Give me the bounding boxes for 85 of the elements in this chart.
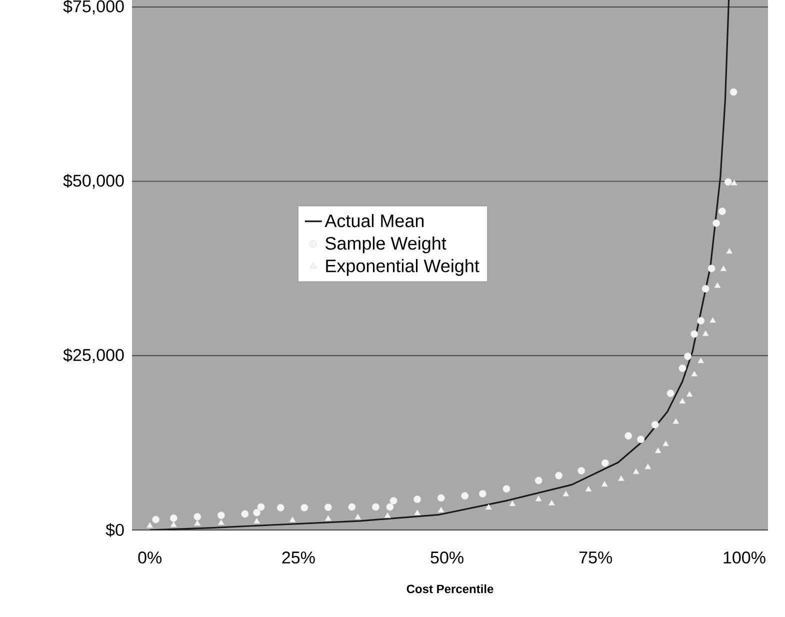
y-tick-label: $0	[106, 523, 124, 537]
point	[690, 330, 698, 338]
point	[390, 496, 398, 504]
point	[709, 317, 716, 323]
point	[534, 476, 542, 484]
x-tick-label: 0%	[138, 552, 162, 564]
point	[554, 472, 563, 480]
point	[485, 504, 492, 510]
point	[257, 503, 265, 511]
point	[698, 357, 704, 364]
legend-label: Actual Mean	[324, 214, 424, 228]
line-series	[149, 0, 730, 530]
point	[253, 508, 261, 516]
point	[697, 317, 705, 325]
point	[414, 496, 422, 504]
point	[585, 486, 592, 492]
legend-label: Exponential Weight	[326, 259, 480, 276]
point	[170, 514, 178, 522]
point	[354, 514, 362, 520]
point	[194, 520, 201, 526]
point	[146, 522, 154, 528]
point	[624, 432, 632, 440]
point	[548, 500, 555, 506]
x-tick-label: 100%	[724, 552, 766, 564]
point	[679, 398, 686, 404]
point	[254, 518, 260, 524]
point	[654, 447, 662, 454]
point	[170, 521, 177, 528]
point	[194, 512, 202, 521]
point	[718, 208, 726, 216]
x-tick-label: 25%	[282, 552, 315, 564]
point	[218, 519, 224, 526]
point	[724, 178, 732, 186]
point	[217, 512, 225, 520]
point	[562, 490, 570, 496]
point	[632, 468, 640, 474]
point	[386, 503, 394, 511]
point	[509, 500, 516, 506]
point	[300, 504, 308, 512]
point	[678, 364, 686, 372]
y-tick-label: $25,000	[63, 348, 124, 364]
point	[726, 248, 733, 254]
x-axis-title: Cost Percentile	[406, 584, 494, 594]
point	[662, 440, 670, 446]
point	[601, 459, 609, 467]
point	[461, 492, 469, 500]
point	[702, 330, 709, 336]
point	[702, 284, 710, 292]
point	[372, 503, 380, 511]
point	[712, 219, 720, 227]
point	[708, 264, 716, 272]
point	[384, 512, 391, 518]
point	[691, 370, 698, 376]
point	[644, 463, 652, 470]
point	[637, 436, 645, 444]
point	[437, 494, 445, 502]
point	[348, 503, 356, 511]
point	[502, 485, 510, 493]
point	[686, 390, 693, 397]
point	[324, 515, 332, 521]
point	[601, 480, 608, 487]
point	[276, 504, 284, 512]
point	[289, 516, 296, 522]
point	[672, 418, 680, 424]
point	[152, 516, 160, 524]
point	[324, 504, 332, 512]
point	[651, 420, 659, 428]
point	[535, 496, 542, 502]
point	[241, 510, 249, 518]
point	[730, 180, 738, 186]
x-tick-label: 75%	[579, 552, 612, 564]
x-tick-label: 50%	[430, 552, 464, 564]
point	[578, 466, 586, 475]
point	[438, 506, 444, 512]
y-tick-label: $75,000	[63, 0, 124, 14]
point	[684, 352, 692, 360]
point	[414, 509, 421, 516]
point	[714, 282, 721, 288]
point	[720, 265, 727, 272]
point	[730, 88, 738, 96]
point	[666, 390, 674, 398]
point	[618, 475, 624, 482]
legend-label: Sample Weight	[325, 236, 446, 254]
point	[478, 490, 486, 498]
y-tick-label: $50,000	[63, 174, 124, 189]
